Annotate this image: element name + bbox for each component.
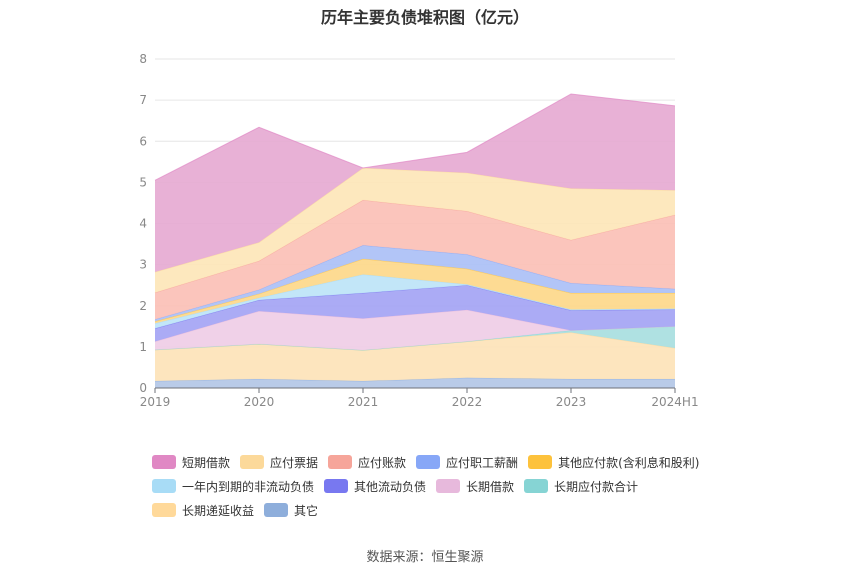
legend-swatch bbox=[152, 455, 176, 469]
y-tick-label: 8 bbox=[139, 52, 147, 66]
x-tick-label: 2020 bbox=[244, 395, 275, 409]
legend-label: 其他流动负债 bbox=[354, 479, 427, 494]
area-edge-9 bbox=[154, 199, 676, 294]
legend-swatch bbox=[324, 479, 349, 493]
x-tick-label: 2021 bbox=[348, 395, 379, 409]
y-tick-label: 2 bbox=[139, 299, 147, 313]
y-tick-label: 1 bbox=[139, 340, 147, 354]
legend-label: 应付职工薪酬 bbox=[446, 455, 519, 470]
legend-swatch bbox=[524, 479, 549, 493]
legend-item[interactable]: 长期借款 bbox=[436, 478, 514, 495]
legend-item[interactable]: 其它 bbox=[264, 502, 318, 519]
legend-item[interactable]: 长期递延收益 bbox=[152, 502, 254, 519]
axes: 0 1 2 3 4 5 6 7 8 2019 2020 2021 2022 2023 2024H1 bbox=[139, 52, 698, 409]
legend-label: 长期递延收益 bbox=[182, 503, 255, 518]
legend-item[interactable]: 应付票据 bbox=[240, 454, 318, 471]
source-note: 数据来源：恒生聚源 bbox=[366, 550, 484, 565]
legend-label: 长期应付款合计 bbox=[554, 479, 639, 494]
area-edge-11 bbox=[154, 93, 676, 181]
legend-label: 一年内到期的非流动负债 bbox=[182, 479, 315, 494]
legend-swatch bbox=[240, 455, 265, 469]
area-series bbox=[154, 93, 676, 388]
legend-item[interactable]: 应付职工薪酬 bbox=[416, 454, 518, 471]
x-tick-label: 2022 bbox=[452, 395, 483, 409]
area-10 bbox=[155, 167, 675, 293]
legend-swatch bbox=[264, 503, 289, 517]
area-1 bbox=[155, 377, 675, 388]
legend-swatch bbox=[436, 479, 461, 493]
area-4 bbox=[155, 309, 675, 351]
area-edge-1 bbox=[154, 377, 675, 382]
legend-label: 应付票据 bbox=[270, 455, 319, 470]
legend-label: 其它 bbox=[294, 503, 319, 518]
legend: 短期借款 应付票据 应付账款 应付职工薪酬 其他应付款(含利息和股利) 一年内到期的非流动… bbox=[152, 450, 752, 522]
legend-swatch bbox=[528, 455, 553, 469]
x-tick-label: 2023 bbox=[556, 395, 587, 409]
legend-swatch bbox=[416, 455, 441, 469]
legend-label: 其他应付款(含利息和股利) bbox=[558, 455, 700, 470]
legend-swatch bbox=[328, 455, 353, 469]
legend-item[interactable]: 一年内到期的非流动负债 bbox=[152, 478, 314, 495]
area-9 bbox=[155, 200, 675, 320]
legend-item[interactable]: 长期应付款合计 bbox=[524, 478, 638, 495]
legend-item[interactable]: 其他流动负债 bbox=[324, 478, 426, 495]
x-tick-label: 2024H1 bbox=[651, 395, 698, 409]
area-7 bbox=[155, 258, 675, 324]
legend-label: 应付账款 bbox=[358, 455, 407, 470]
legend-swatch bbox=[152, 503, 176, 517]
legend-row: 一年内到期的非流动负债 其他流动负债 长期借款 长期应付款合计 bbox=[152, 474, 752, 498]
x-tick-label: 2019 bbox=[140, 395, 171, 409]
legend-item[interactable]: 应付账款 bbox=[328, 454, 406, 471]
legend-item[interactable]: 其他应付款(含利息和股利) bbox=[528, 454, 699, 471]
y-tick-label: 4 bbox=[139, 217, 147, 231]
stacked-area-chart: 0 1 2 3 4 5 6 7 8 2019 2020 2021 2022 2023 2024H1 bbox=[139, 52, 698, 409]
area-2 bbox=[155, 332, 675, 382]
y-tick-label: 0 bbox=[139, 381, 147, 395]
y-tick-label: 3 bbox=[139, 258, 147, 272]
y-tick-label: 7 bbox=[139, 93, 147, 107]
chart-title: 历年主要负债堆积图（亿元） bbox=[320, 8, 529, 27]
legend-row: 短期借款 应付票据 应付账款 应付职工薪酬 其他应付款(含利息和股利) bbox=[152, 450, 752, 474]
legend-label: 短期借款 bbox=[182, 455, 231, 470]
legend-row: 长期递延收益 其它 bbox=[152, 498, 752, 522]
y-tick-label: 6 bbox=[139, 134, 147, 148]
area-6 bbox=[155, 274, 675, 329]
area-5 bbox=[155, 285, 675, 342]
legend-swatch bbox=[152, 479, 176, 493]
area-11 bbox=[155, 93, 675, 273]
legend-item[interactable]: 短期借款 bbox=[152, 454, 230, 471]
legend-label: 长期借款 bbox=[466, 479, 515, 494]
y-tick-label: 5 bbox=[139, 175, 147, 189]
